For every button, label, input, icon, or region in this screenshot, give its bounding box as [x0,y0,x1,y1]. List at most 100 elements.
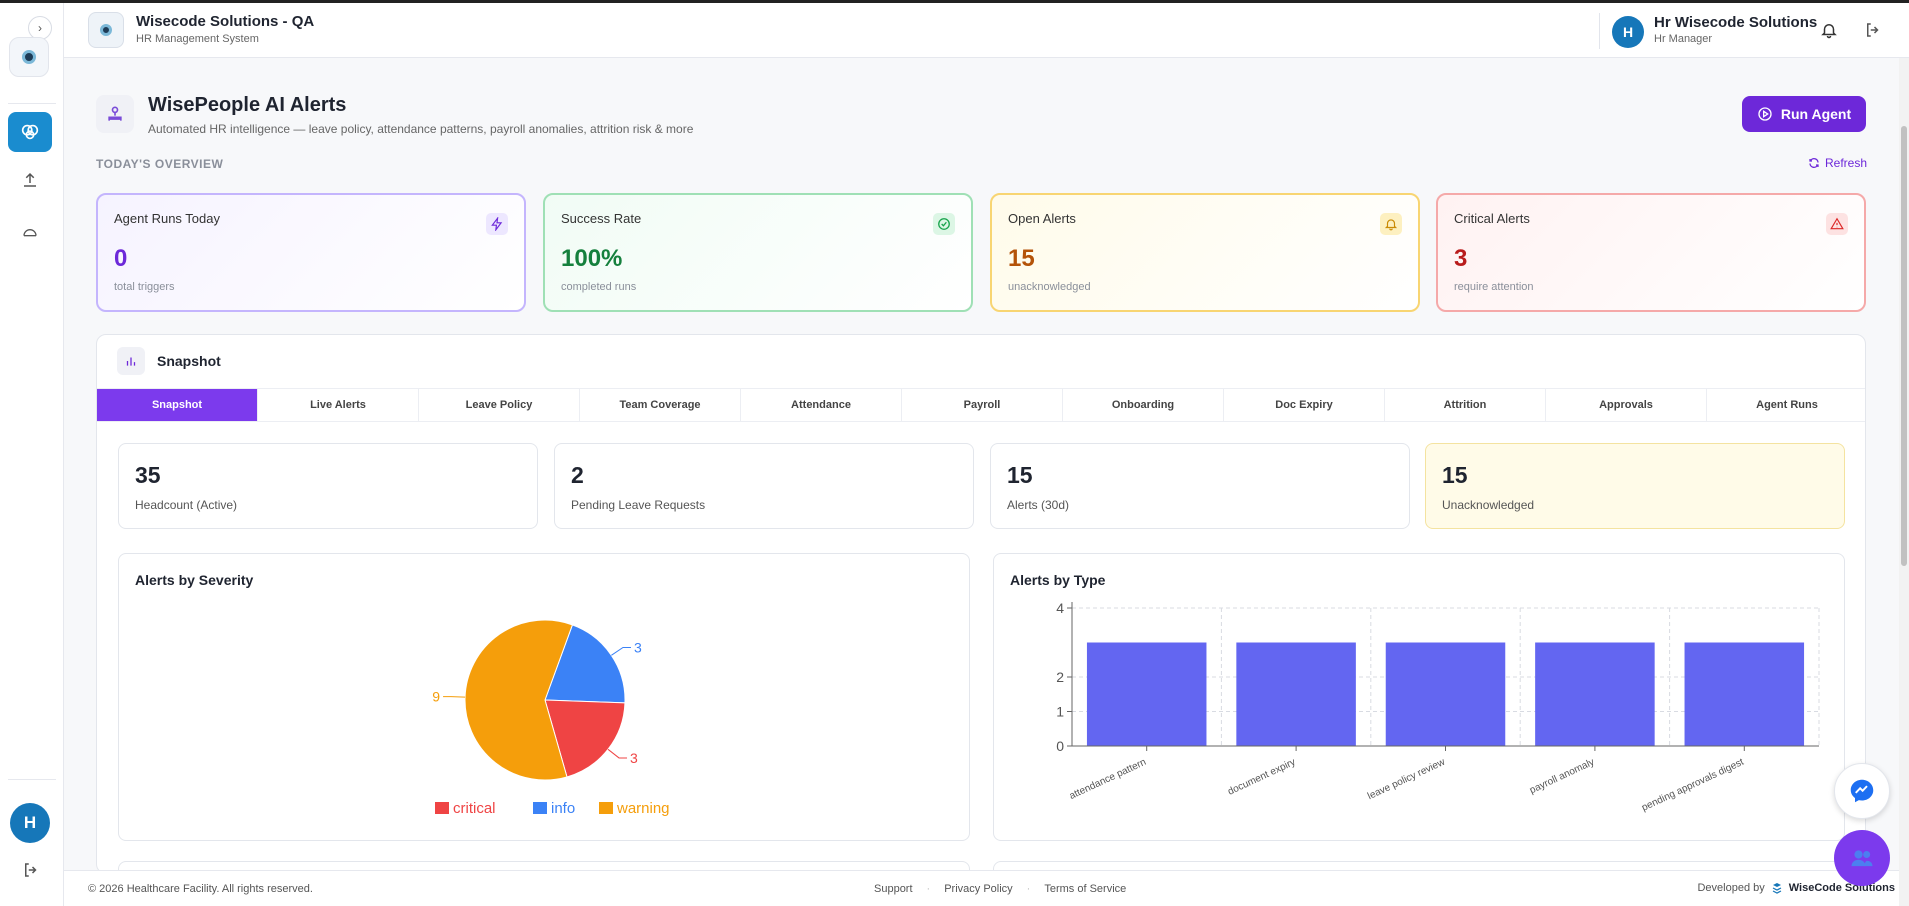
logo-mark [22,50,36,64]
tab-approvals[interactable]: Approvals [1546,389,1707,421]
kpi-label: Agent Runs Today [114,211,220,226]
user-name[interactable]: Hr Wisecode Solutions [1654,14,1818,31]
y-tick-label: 2 [1056,669,1064,685]
top-border [0,0,1909,3]
footer-link-support[interactable]: Support [874,883,913,895]
user-avatar[interactable]: H [1612,16,1644,48]
refresh-button[interactable]: Refresh [1808,156,1867,170]
sidebar-item-ai-alerts[interactable] [8,112,52,152]
tab-agent-runs[interactable]: Agent Runs [1756,399,1818,411]
pie-data-label: 9 [432,689,440,705]
legend-swatch-warning [599,802,613,814]
run-agent-button[interactable]: Run Agent [1742,96,1866,132]
scrollbar-thumb[interactable] [1901,126,1907,566]
pie-label-line [607,748,628,759]
type-bar-chart: 0 1 2 4 attendance pattern document expiry lea… [1056,600,1820,814]
sidebar-item-upload[interactable] [8,160,52,200]
legend-label-info: info [551,800,575,817]
logout-button[interactable] [22,861,40,884]
kpi-sub: total triggers [114,281,175,293]
pie-slice-critical [544,699,626,778]
tab-doc-expiry[interactable]: Doc Expiry [1224,389,1385,421]
page-subtitle: Automated HR intelligence — leave policy… [148,122,694,136]
stat-card-pending-leave: 2 Pending Leave Requests [554,443,974,529]
bar-chart-icon [117,347,145,375]
users-icon [1851,850,1873,867]
footer: © 2026 Healthcare Facility. All rights r… [64,870,1909,906]
header-logo [88,12,124,48]
tab-team-coverage[interactable]: Team Coverage [580,389,741,421]
panel-title: Snapshot [157,353,221,369]
footer-link-terms[interactable]: Terms of Service [1044,883,1127,895]
tab-payroll[interactable]: Payroll [902,389,1063,421]
y-tick-label: 0 [1056,738,1064,754]
user-role: Hr Manager [1654,33,1713,45]
user-network-icon [108,106,122,121]
tab-onboarding[interactable]: Onboarding [1063,389,1224,421]
header-logout-button[interactable] [1864,21,1882,44]
header-divider [1599,13,1600,49]
tab-attendance[interactable]: Attendance [741,389,902,421]
tab-snapshot[interactable]: Snapshot [97,389,258,421]
stat-caption: Headcount (Active) [135,498,238,512]
stat-card-alerts-30d: 15 Alerts (30d) [990,443,1410,529]
messenger-chat-button[interactable] [1834,763,1890,819]
kpi-sub: unacknowledged [1008,281,1091,293]
x-tick-label: document expiry [1226,757,1297,798]
kpi-label: Critical Alerts [1454,211,1530,226]
bar-pending-approvals-digest [1684,642,1805,746]
tab-leave-policy[interactable]: Leave Policy [419,389,580,421]
sidebar-divider [8,779,56,780]
stat-caption: Pending Leave Requests [571,498,706,512]
sidebar-divider [8,103,56,104]
kpi-value: 15 [1008,245,1035,272]
tab-attrition[interactable]: Attrition [1385,389,1546,421]
bell-icon [1821,24,1837,39]
pie-label-line [611,647,631,656]
org-title: Wisecode Solutions - QA [136,13,315,30]
legend-label-warning: warning [616,800,670,817]
kpi-value: 100% [561,245,623,272]
pie-label-line [443,696,466,698]
footer-link-privacy[interactable]: Privacy Policy [944,883,1013,895]
brand-logo-icon [1772,883,1782,894]
stat-value: 15 [1442,462,1468,488]
refresh-label: Refresh [1825,156,1868,170]
app-logo[interactable] [9,37,49,77]
bar-payroll-anomaly [1535,642,1655,746]
page-scrollbar[interactable] [1899,58,1909,906]
warning-triangle-icon [1826,213,1848,235]
sidebar-item-reports[interactable] [8,213,52,253]
play-circle-icon [1758,107,1772,121]
brain-icon [21,124,39,140]
chart-card-severity: Alerts by Severity 3 3 9 critical info warnin… [118,553,970,841]
kpi-sub: completed runs [561,281,637,293]
developed-by-label: Developed by [1697,882,1765,894]
kpi-card-success-rate: Success Rate 100% completed runs [543,193,973,312]
notifications-button[interactable] [1820,21,1838,44]
kpi-label: Success Rate [561,211,642,226]
stat-caption: Alerts (30d) [1007,498,1070,512]
team-chat-button[interactable] [1834,830,1890,886]
snapshot-panel: Snapshot Snapshot Live Alerts Leave Poli… [96,334,1866,874]
stat-value: 35 [135,462,161,488]
sidebar: › H [0,3,64,906]
gauge-icon [23,229,37,237]
check-circle-icon [933,213,955,235]
stat-value: 2 [571,462,584,488]
page-title: WisePeople AI Alerts [148,94,347,116]
kpi-card-critical-alerts: Critical Alerts 3 require attention [1436,193,1866,312]
org-subtitle: HR Management System [136,33,259,45]
overview-heading: TODAY'S OVERVIEW [96,157,224,171]
lightning-icon [486,213,508,235]
brand-link[interactable]: WiseCode Solutions [1788,882,1895,894]
tab-live-alerts[interactable]: Live Alerts [258,389,419,421]
pie-slice-warning [464,619,574,781]
legend-label-critical: critical [453,800,496,817]
pie-data-label: 3 [630,750,638,766]
severity-pie-chart: 3 3 9 critical info warning [432,619,670,817]
avatar[interactable]: H [10,803,50,843]
stat-card-unacknowledged: 15 Unacknowledged [1425,443,1845,529]
top-header: Wisecode Solutions - QA HR Management Sy… [64,3,1909,58]
x-tick-label: payroll anomaly [1528,757,1596,797]
